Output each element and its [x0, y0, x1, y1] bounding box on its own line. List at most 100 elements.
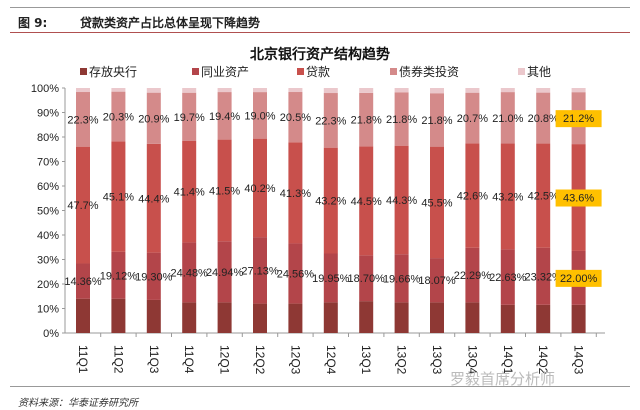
- y-tick-label: 80%: [37, 132, 59, 144]
- bar-segment: [76, 146, 90, 264]
- watermark: 罗毅首席分析师: [450, 370, 556, 388]
- data-label: 14.36%: [64, 276, 102, 288]
- bar-segment: [465, 302, 480, 333]
- data-label: 43.2%: [492, 191, 523, 203]
- x-tick-label: 11Q1: [76, 345, 90, 374]
- bar-segment: [465, 92, 480, 144]
- data-label: 41.3%: [280, 188, 311, 200]
- bar-segment: [500, 88, 515, 93]
- bar-segment: [253, 92, 267, 139]
- data-label: 22.29%: [454, 270, 492, 282]
- bar-segment: [288, 303, 303, 333]
- data-label: 45.5%: [421, 197, 452, 209]
- x-tick-label: 13Q3: [430, 345, 444, 375]
- bar-segment: [500, 249, 515, 305]
- figure-label: 图 9:: [18, 16, 48, 30]
- bar-segment: [571, 304, 586, 333]
- bar-segment: [182, 140, 197, 243]
- bar-segment: [430, 258, 444, 303]
- bar-segment: [359, 92, 374, 147]
- top-rule: [10, 7, 630, 8]
- data-label: 24.94%: [206, 267, 244, 279]
- x-tick-label: 11Q2: [111, 345, 125, 374]
- bar-segment: [430, 88, 444, 94]
- data-label: 43.6%: [563, 193, 594, 205]
- x-tick-label: 13Q2: [395, 345, 409, 375]
- y-tick-label: 60%: [37, 181, 59, 193]
- bar-segment: [465, 88, 480, 93]
- bar-segment: [430, 302, 444, 333]
- bar-segment: [500, 143, 515, 250]
- legend-item: 债券类投资: [390, 63, 459, 80]
- bar-segment: [394, 88, 409, 93]
- bar-segment: [536, 92, 551, 144]
- label-highlight: [555, 269, 602, 287]
- y-tick-label: 20%: [37, 279, 59, 291]
- figure-caption: 贷款类资产占比总体呈现下降趋势: [80, 16, 261, 30]
- bar-segment: [288, 142, 303, 244]
- source-note: 资料来源：华泰证券研究所: [18, 398, 138, 409]
- data-label: 42.6%: [457, 191, 488, 203]
- bar-segment: [323, 302, 338, 333]
- x-tick-label: 14Q1: [501, 345, 515, 375]
- bar-segment: [76, 298, 90, 333]
- legend-item: 贷款: [297, 63, 330, 80]
- y-tick-label: 40%: [37, 230, 59, 242]
- legend-label: 其他: [527, 65, 552, 79]
- legend-swatch: [390, 68, 397, 75]
- bar-segment: [536, 304, 551, 333]
- y-tick-label: 100%: [31, 83, 59, 95]
- data-label: 22.3%: [315, 115, 346, 127]
- bar-segment: [217, 241, 232, 303]
- y-tick-label: 90%: [37, 108, 59, 120]
- bar-segment: [217, 88, 232, 93]
- bar-segment: [288, 243, 303, 304]
- data-label: 44.3%: [386, 195, 417, 207]
- bar-segment: [111, 88, 126, 92]
- legend-label: 贷款: [306, 65, 331, 79]
- bar-segment: [111, 141, 126, 252]
- data-label: 27.13%: [241, 265, 279, 277]
- bar-segment: [288, 92, 303, 143]
- chart-title: 北京银行资产结构趋势: [250, 47, 390, 63]
- bar-segment: [146, 88, 161, 93]
- data-label: 19.7%: [174, 112, 205, 124]
- bar-segment: [500, 92, 515, 144]
- data-label: 20.3%: [103, 111, 134, 123]
- bar-segment: [288, 88, 303, 93]
- x-tick-label: 14Q2: [536, 345, 550, 375]
- label-highlight: [555, 110, 602, 128]
- x-tick-label: 14Q3: [572, 345, 586, 375]
- data-label: 41.5%: [209, 185, 240, 197]
- bar-segment: [146, 252, 161, 300]
- bar-segment: [430, 146, 444, 259]
- x-tick-label: 12Q2: [253, 345, 267, 375]
- bar-segment: [111, 91, 126, 142]
- data-label: 44.4%: [138, 193, 169, 205]
- legend-label: 存放央行: [89, 65, 138, 79]
- bar-segment: [217, 302, 232, 333]
- data-label: 20.9%: [138, 113, 169, 125]
- bar-segment: [359, 255, 374, 302]
- legend-swatch: [80, 68, 87, 75]
- data-label: 45.1%: [103, 192, 134, 204]
- data-label: 19.30%: [135, 271, 173, 283]
- data-label: 41.4%: [174, 187, 205, 199]
- bar-segment: [323, 88, 338, 94]
- bar-segment: [111, 298, 126, 333]
- bar-segment: [76, 92, 90, 147]
- data-label: 19.0%: [244, 110, 275, 122]
- legend-label: 债券类投资: [399, 65, 460, 79]
- data-label: 21.0%: [492, 113, 523, 125]
- bar-segment: [536, 143, 551, 248]
- x-tick-label: 11Q4: [182, 345, 196, 374]
- bar-segment: [359, 301, 374, 333]
- data-label: 24.56%: [277, 269, 315, 281]
- bar-segment: [571, 88, 586, 93]
- legend-swatch: [518, 68, 525, 75]
- data-label: 21.8%: [351, 115, 382, 127]
- footer-rule: [10, 386, 630, 387]
- bar-segment: [111, 251, 126, 299]
- bar-segment: [359, 88, 374, 93]
